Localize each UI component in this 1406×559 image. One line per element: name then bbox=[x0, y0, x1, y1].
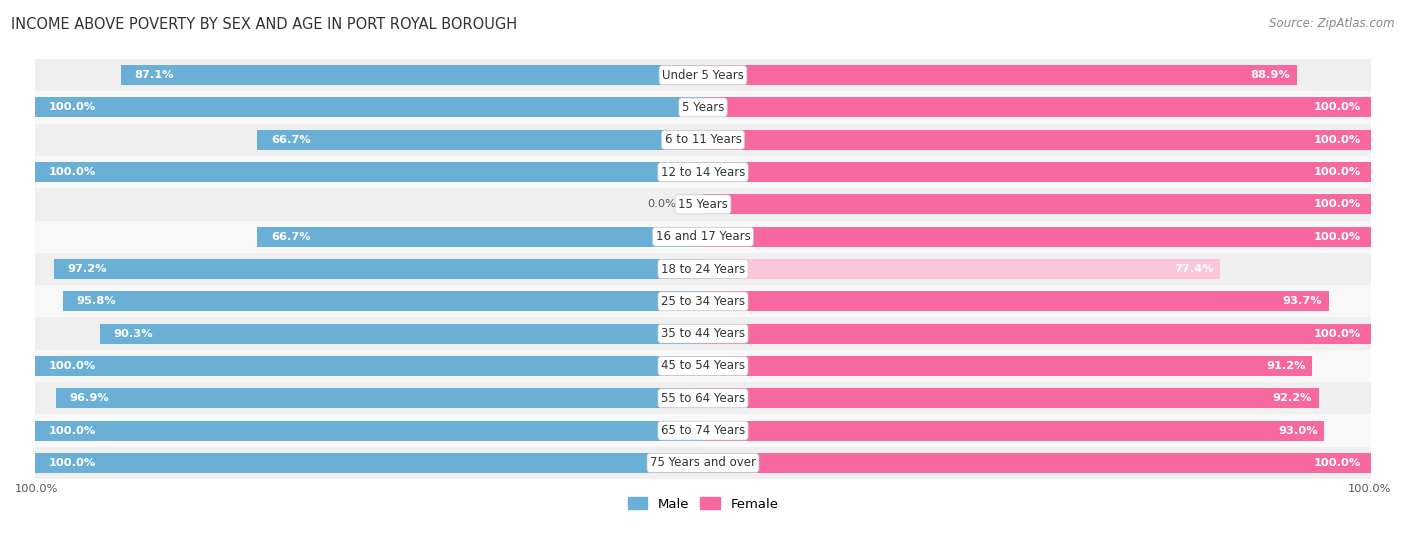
Bar bbox=[56, 389, 703, 408]
Bar bbox=[35, 356, 703, 376]
Bar bbox=[35, 350, 1371, 382]
Bar bbox=[703, 162, 1371, 182]
Bar bbox=[703, 356, 1312, 376]
Text: 16 and 17 Years: 16 and 17 Years bbox=[655, 230, 751, 243]
Bar bbox=[703, 97, 1371, 117]
Bar bbox=[703, 453, 1371, 473]
Bar bbox=[703, 227, 1371, 247]
Text: 91.2%: 91.2% bbox=[1265, 361, 1306, 371]
Legend: Male, Female: Male, Female bbox=[623, 492, 783, 516]
Bar bbox=[703, 195, 1371, 215]
Text: 100.0%: 100.0% bbox=[1347, 484, 1391, 494]
Text: 35 to 44 Years: 35 to 44 Years bbox=[661, 327, 745, 340]
Bar bbox=[257, 227, 703, 247]
Text: 5 Years: 5 Years bbox=[682, 101, 724, 114]
Bar bbox=[703, 324, 1371, 344]
Text: 88.9%: 88.9% bbox=[1250, 70, 1291, 80]
Bar bbox=[121, 65, 703, 85]
Text: 100.0%: 100.0% bbox=[15, 484, 59, 494]
Bar bbox=[35, 420, 703, 440]
Text: 100.0%: 100.0% bbox=[1313, 231, 1361, 241]
Text: 100.0%: 100.0% bbox=[1313, 329, 1361, 339]
Text: 77.4%: 77.4% bbox=[1174, 264, 1213, 274]
Bar bbox=[35, 162, 703, 182]
Text: 100.0%: 100.0% bbox=[48, 425, 96, 435]
Text: 87.1%: 87.1% bbox=[135, 70, 174, 80]
Bar bbox=[35, 91, 1371, 124]
Text: 100.0%: 100.0% bbox=[1313, 102, 1361, 112]
Text: 66.7%: 66.7% bbox=[271, 135, 311, 145]
Bar bbox=[703, 65, 1296, 85]
Text: 66.7%: 66.7% bbox=[271, 231, 311, 241]
Text: 100.0%: 100.0% bbox=[48, 102, 96, 112]
Text: Under 5 Years: Under 5 Years bbox=[662, 69, 744, 82]
Text: INCOME ABOVE POVERTY BY SEX AND AGE IN PORT ROYAL BOROUGH: INCOME ABOVE POVERTY BY SEX AND AGE IN P… bbox=[11, 17, 517, 32]
Text: 93.0%: 93.0% bbox=[1278, 425, 1317, 435]
Bar bbox=[35, 382, 1371, 414]
Bar bbox=[35, 156, 1371, 188]
Text: 6 to 11 Years: 6 to 11 Years bbox=[665, 133, 741, 146]
Bar bbox=[35, 453, 703, 473]
Bar bbox=[257, 130, 703, 150]
Text: 97.2%: 97.2% bbox=[67, 264, 107, 274]
Text: 15 Years: 15 Years bbox=[678, 198, 728, 211]
Bar bbox=[35, 447, 1371, 479]
Text: 55 to 64 Years: 55 to 64 Years bbox=[661, 392, 745, 405]
Text: 25 to 34 Years: 25 to 34 Years bbox=[661, 295, 745, 308]
Bar bbox=[35, 414, 1371, 447]
Text: 95.8%: 95.8% bbox=[76, 296, 117, 306]
Text: 93.7%: 93.7% bbox=[1282, 296, 1322, 306]
Text: 45 to 54 Years: 45 to 54 Years bbox=[661, 359, 745, 372]
Bar bbox=[35, 188, 1371, 221]
Bar bbox=[100, 324, 703, 344]
Text: 100.0%: 100.0% bbox=[1313, 167, 1361, 177]
Bar bbox=[63, 291, 703, 311]
Bar bbox=[703, 291, 1329, 311]
Bar bbox=[35, 253, 1371, 285]
Bar bbox=[35, 59, 1371, 91]
Text: 100.0%: 100.0% bbox=[48, 167, 96, 177]
Bar bbox=[35, 285, 1371, 318]
Text: 100.0%: 100.0% bbox=[1313, 135, 1361, 145]
Bar bbox=[703, 420, 1324, 440]
Text: 65 to 74 Years: 65 to 74 Years bbox=[661, 424, 745, 437]
Bar bbox=[683, 195, 703, 215]
Bar bbox=[35, 318, 1371, 350]
Text: 18 to 24 Years: 18 to 24 Years bbox=[661, 263, 745, 276]
Text: Source: ZipAtlas.com: Source: ZipAtlas.com bbox=[1270, 17, 1395, 30]
Bar bbox=[35, 221, 1371, 253]
Bar bbox=[703, 259, 1220, 279]
Text: 12 to 14 Years: 12 to 14 Years bbox=[661, 165, 745, 178]
Text: 75 Years and over: 75 Years and over bbox=[650, 456, 756, 470]
Bar bbox=[703, 130, 1371, 150]
Bar bbox=[35, 124, 1371, 156]
Text: 96.9%: 96.9% bbox=[69, 394, 108, 403]
Text: 100.0%: 100.0% bbox=[1313, 458, 1361, 468]
Bar bbox=[53, 259, 703, 279]
Text: 90.3%: 90.3% bbox=[114, 329, 153, 339]
Text: 100.0%: 100.0% bbox=[48, 361, 96, 371]
Bar bbox=[703, 389, 1319, 408]
Text: 100.0%: 100.0% bbox=[48, 458, 96, 468]
Text: 100.0%: 100.0% bbox=[1313, 200, 1361, 210]
Text: 0.0%: 0.0% bbox=[647, 200, 676, 210]
Text: 92.2%: 92.2% bbox=[1272, 394, 1312, 403]
Bar bbox=[35, 97, 703, 117]
